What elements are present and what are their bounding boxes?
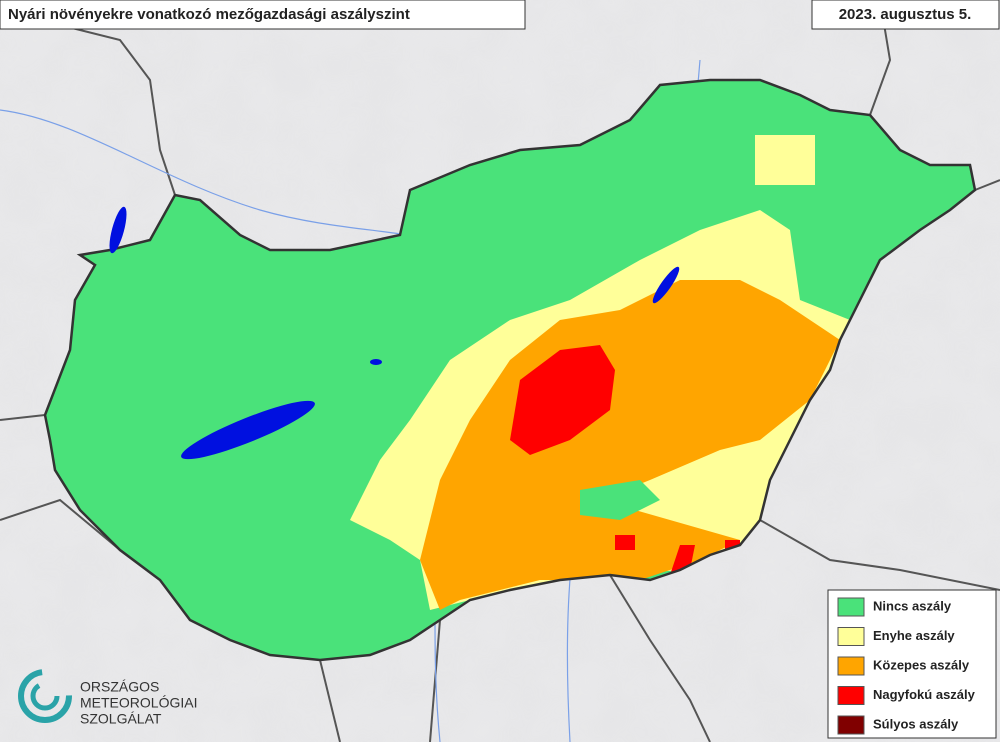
area-severe — [510, 345, 615, 455]
legend-label: Nagyfokú aszály — [873, 687, 976, 702]
legend-swatch — [837, 656, 865, 676]
legend-swatch — [837, 715, 865, 735]
legend-label: Közepes aszály — [873, 657, 970, 672]
title-box — [0, 0, 526, 30]
area-none — [580, 480, 660, 520]
lakes — [109, 206, 680, 460]
logo-line: ORSZÁGOS — [80, 679, 159, 695]
date: 2023. augusztus 5. — [839, 6, 972, 23]
legend-swatch — [837, 597, 865, 617]
logo-line: SZOLGÁLAT — [80, 711, 162, 727]
legend: Nincs aszály Enyhe aszály Közepes aszály Na… — [837, 597, 976, 735]
legend-label: Enyhe aszály — [873, 628, 955, 643]
logo — [18, 669, 72, 723]
legend-label: Súlyos aszály — [873, 716, 959, 731]
area-severe — [615, 535, 635, 550]
title: Nyári növényekre vonatkozó mezőgazdasági… — [8, 6, 410, 23]
logo-line: METEOROLÓGIAI — [80, 695, 197, 711]
date-box — [811, 0, 1000, 30]
legend-swatch — [837, 686, 865, 705]
area-mild — [755, 135, 815, 185]
legend-swatch — [837, 627, 865, 646]
area-moderate — [420, 280, 840, 610]
legend-label: Nincs aszály — [873, 598, 952, 613]
